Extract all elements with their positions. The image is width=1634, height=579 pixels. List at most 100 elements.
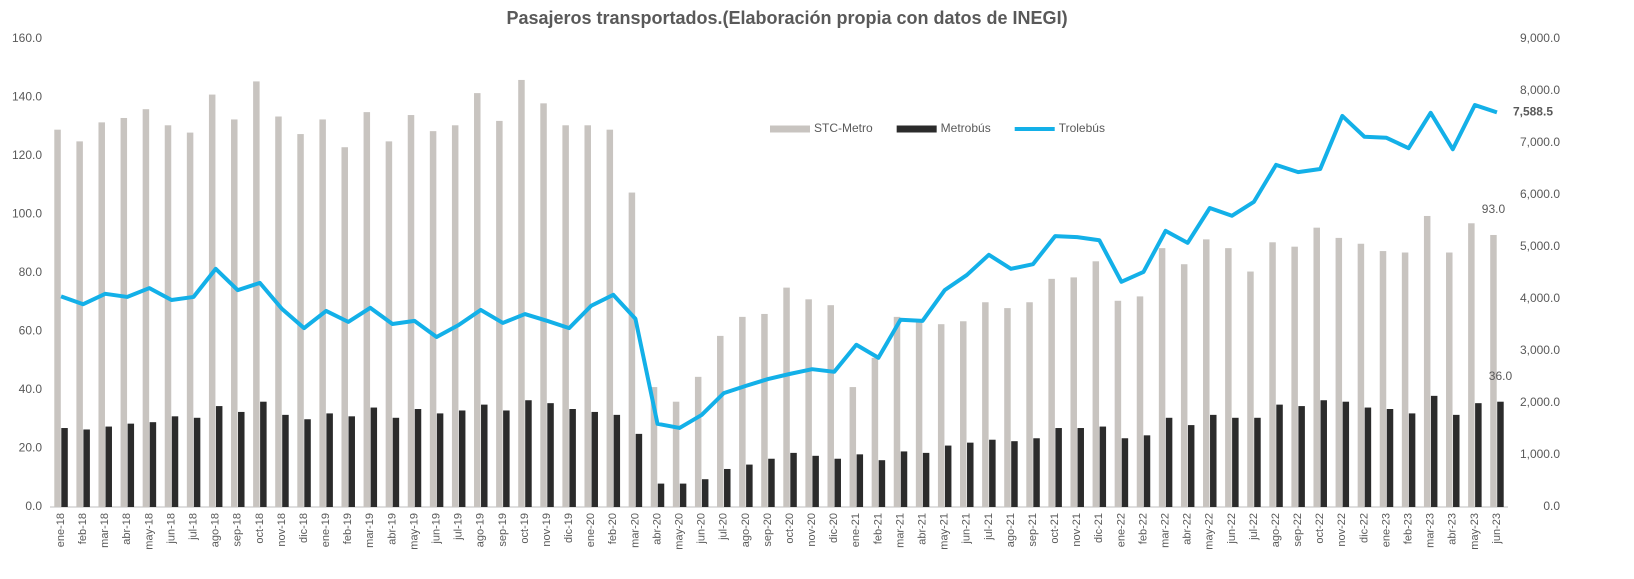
bar <box>370 407 378 507</box>
x-tick-label: jul-22 <box>1248 513 1260 541</box>
x-tick-label: abr-21 <box>916 513 928 545</box>
x-tick-label: jul-20 <box>718 513 730 541</box>
bar <box>171 416 179 507</box>
y2-tick-label: 3,000.0 <box>1520 343 1560 357</box>
x-tick-label: may-23 <box>1469 513 1481 550</box>
x-tick-label: may-21 <box>939 513 951 550</box>
x-tick-label: dic-20 <box>828 513 840 543</box>
bar <box>944 445 952 507</box>
x-tick-label: jun-18 <box>165 513 177 545</box>
y-tick-label: 20.0 <box>19 441 43 455</box>
bar <box>1291 246 1298 508</box>
y-tick-label: 80.0 <box>19 265 43 279</box>
x-tick-label: sep-18 <box>232 513 244 547</box>
x-tick-label: ago-22 <box>1270 513 1282 547</box>
x-tick-label: mar-22 <box>1159 513 1171 548</box>
bar <box>701 479 709 507</box>
legend-swatch <box>896 125 937 133</box>
bar <box>1203 239 1210 508</box>
bar <box>238 411 245 507</box>
x-tick-label: feb-21 <box>872 513 884 544</box>
bar <box>982 302 989 507</box>
bar <box>1475 403 1482 507</box>
bar <box>1210 414 1217 507</box>
bar <box>1232 417 1239 507</box>
bar <box>149 422 157 507</box>
bar <box>1298 406 1305 507</box>
x-tick-label: jun-21 <box>961 513 973 545</box>
y-tick-label: 0.0 <box>25 499 42 513</box>
x-tick-label: jun-23 <box>1491 513 1503 545</box>
x-tick-label: nov-20 <box>806 513 818 547</box>
bar <box>1158 248 1166 507</box>
bar <box>392 417 400 507</box>
legend-label: Metrobús <box>941 121 991 135</box>
bar <box>783 287 790 507</box>
x-tick-label: feb-20 <box>607 513 619 544</box>
bar <box>341 147 348 507</box>
bar <box>260 401 267 507</box>
y2-tick-label: 1,000.0 <box>1520 447 1560 461</box>
bar <box>1364 407 1372 507</box>
bar <box>606 129 614 508</box>
bar <box>208 94 216 507</box>
bar <box>694 376 702 507</box>
bar <box>1187 425 1195 507</box>
bar <box>496 120 503 508</box>
x-tick-label: jun-19 <box>430 513 442 545</box>
bar <box>525 400 532 507</box>
bar <box>1423 215 1431 507</box>
bar <box>613 414 621 507</box>
bar <box>1320 400 1327 507</box>
bar <box>458 410 466 507</box>
bar <box>1165 417 1173 507</box>
bar <box>215 406 223 507</box>
bar <box>348 416 355 507</box>
bar <box>1408 413 1416 507</box>
bar <box>518 79 525 507</box>
bar <box>1335 237 1343 507</box>
x-tick-label: jul-21 <box>983 513 995 541</box>
bar <box>1342 401 1350 507</box>
x-tick-label: mar-18 <box>99 513 111 548</box>
x-tick-label: abr-22 <box>1182 513 1194 545</box>
x-tick-label: nov-22 <box>1336 513 1348 547</box>
x-tick-label: feb-19 <box>342 513 354 544</box>
legend-label: Trolebús <box>1059 121 1105 135</box>
bar <box>1468 223 1475 507</box>
bar <box>282 414 289 507</box>
x-tick-label: may-20 <box>673 513 685 550</box>
x-tick-label: abr-19 <box>386 513 398 545</box>
bar <box>1048 278 1055 507</box>
bar <box>142 109 150 507</box>
bar <box>1011 441 1018 507</box>
bar <box>650 387 658 507</box>
bar <box>805 299 812 507</box>
bar <box>186 132 194 507</box>
bar <box>481 404 488 507</box>
bar <box>724 468 731 507</box>
data-label: 7,588.5 <box>1513 105 1553 119</box>
x-tick-label: oct-19 <box>519 513 531 544</box>
bar <box>856 454 864 507</box>
bar <box>429 131 437 507</box>
bar <box>827 305 834 507</box>
bar <box>414 409 422 507</box>
x-tick-label: nov-18 <box>276 513 288 547</box>
bar <box>849 387 857 507</box>
x-tick-label: feb-22 <box>1137 513 1149 544</box>
bar <box>1004 308 1011 507</box>
bar <box>304 419 311 507</box>
x-tick-label: ene-19 <box>320 513 332 547</box>
bar <box>326 413 333 507</box>
bar <box>76 141 83 507</box>
bar <box>83 429 90 507</box>
bar <box>679 483 687 507</box>
x-tick-label: abr-23 <box>1447 513 1459 545</box>
x-tick-label: may-22 <box>1204 513 1216 550</box>
bar <box>231 119 238 507</box>
x-tick-label: sep-19 <box>497 513 509 547</box>
bar <box>540 103 547 507</box>
bar <box>1357 243 1365 507</box>
bar <box>960 321 967 507</box>
